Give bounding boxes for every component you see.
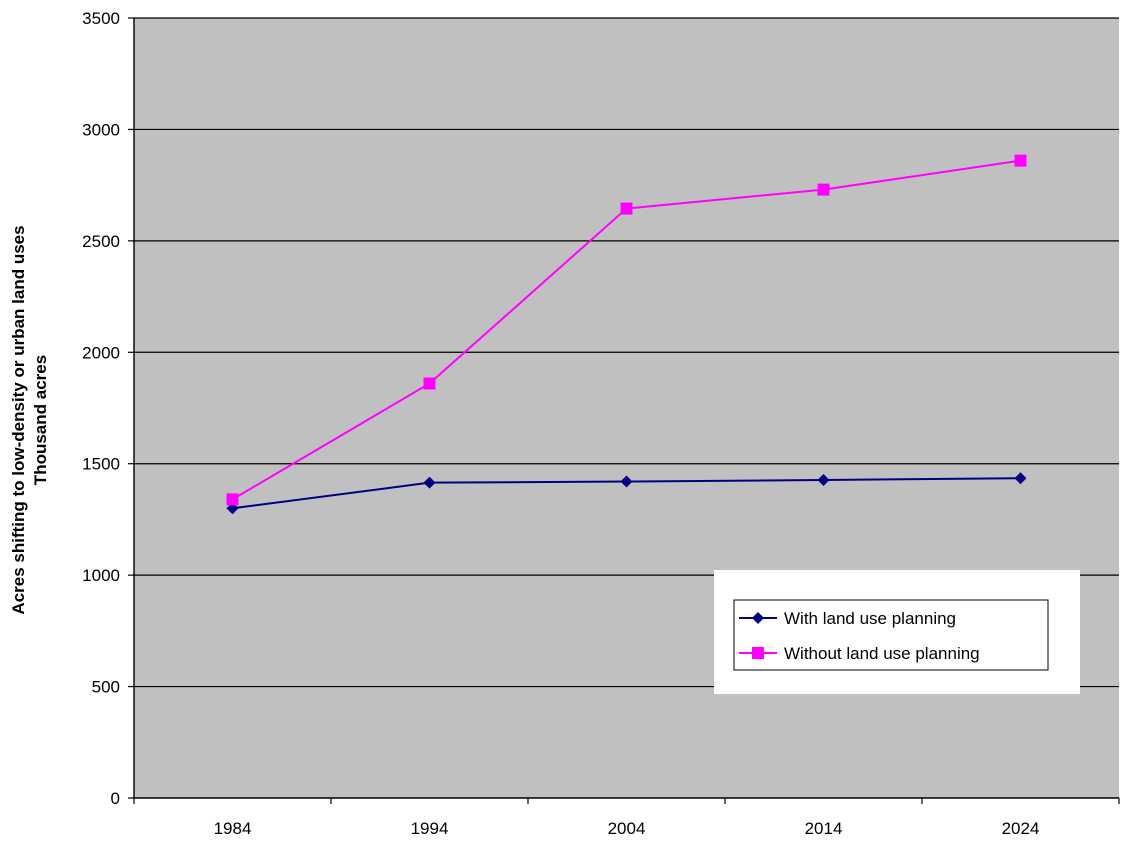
gridlines	[134, 17, 1119, 688]
axes: 0 500 1000 1500 2000 2500 3000 3500 1984 1994 2004…	[82, 9, 1120, 838]
y-axis-title-line: Thousand acres	[31, 355, 50, 485]
legend-marker	[752, 612, 764, 624]
y-tick-label: 500	[92, 678, 120, 697]
y-tick-label: 2000	[82, 343, 120, 362]
data-point	[1014, 154, 1027, 167]
legend-label: Without land use planning	[784, 644, 980, 663]
x-tick-label: 2024	[1002, 819, 1040, 838]
data-point	[423, 377, 436, 390]
x-tick-label: 2004	[608, 819, 646, 838]
data-point	[817, 473, 830, 486]
y-tick-label: 0	[111, 789, 120, 808]
data-point	[817, 183, 830, 196]
y-axis-title: Acres shifting to low-density or urban l…	[9, 225, 50, 614]
y-tick-label: 3500	[82, 9, 120, 28]
y-tick-label: 1500	[82, 455, 120, 474]
y-tick-label: 2500	[82, 232, 120, 251]
x-tick-label: 2014	[805, 819, 843, 838]
series-1	[226, 154, 1027, 506]
y-tick-label: 1000	[82, 566, 120, 585]
y-axis-title-line: Acres shifting to low-density or urban l…	[9, 225, 28, 614]
legend-label: With land use planning	[784, 609, 956, 628]
data-point	[620, 202, 633, 215]
data-point	[620, 475, 633, 488]
legend-box	[733, 599, 1049, 671]
legend: With land use planning Without land use p…	[714, 570, 1080, 694]
y-tick-label: 3000	[82, 120, 120, 139]
data-point	[423, 476, 436, 489]
series-0	[226, 472, 1027, 515]
data-point	[1014, 472, 1027, 485]
x-tick-label: 1994	[411, 819, 449, 838]
series-lines	[226, 154, 1027, 515]
legend-marker	[752, 647, 764, 659]
x-tick-label: 1984	[214, 819, 252, 838]
data-point	[226, 493, 239, 506]
